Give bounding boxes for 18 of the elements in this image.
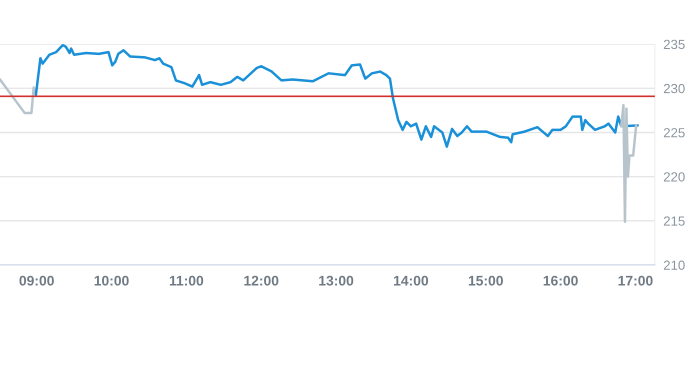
x-tick-label: 12:00 <box>244 276 278 286</box>
y-tick-label: 225 <box>664 128 685 138</box>
y-tick-label: 215 <box>664 216 685 226</box>
y-tick-label: 235 <box>664 40 685 50</box>
x-tick-label: 13:00 <box>319 276 354 286</box>
line-series <box>620 104 638 223</box>
x-tick-label: 10:00 <box>94 276 129 286</box>
x-tick-label: 16:00 <box>544 276 578 286</box>
line-series <box>34 44 639 148</box>
y-tick-label: 210 <box>664 260 685 270</box>
line-series <box>0 78 38 114</box>
y-tick-label: 220 <box>664 172 685 182</box>
x-tick-label: 17:00 <box>618 276 653 286</box>
x-tick-label: 14:00 <box>394 276 428 286</box>
x-tick-label: 11:00 <box>170 276 204 286</box>
y-tick-label: 230 <box>664 84 685 94</box>
x-tick-label: 15:00 <box>468 276 503 286</box>
x-tick-label: 09:00 <box>19 276 54 286</box>
